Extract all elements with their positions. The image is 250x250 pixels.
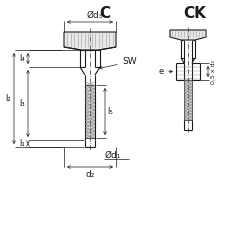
Polygon shape [170,30,206,40]
Text: Ød₁: Ød₁ [105,150,122,160]
Text: SW: SW [122,58,136,66]
Bar [184,80,192,120]
Text: Ød₃: Ød₃ [87,11,103,20]
Text: l₃: l₃ [20,99,25,108]
Text: l₂: l₂ [6,94,11,103]
Text: e: e [159,67,164,76]
Text: d₂: d₂ [85,170,95,179]
Text: C: C [100,6,110,20]
Text: l₅: l₅ [107,107,113,116]
Text: l₄: l₄ [19,54,25,63]
Polygon shape [64,32,116,50]
Text: l₁: l₁ [19,139,25,148]
Text: CK: CK [184,6,206,20]
Bar [85,85,95,138]
Text: 0,5 x d₂: 0,5 x d₂ [211,60,216,84]
